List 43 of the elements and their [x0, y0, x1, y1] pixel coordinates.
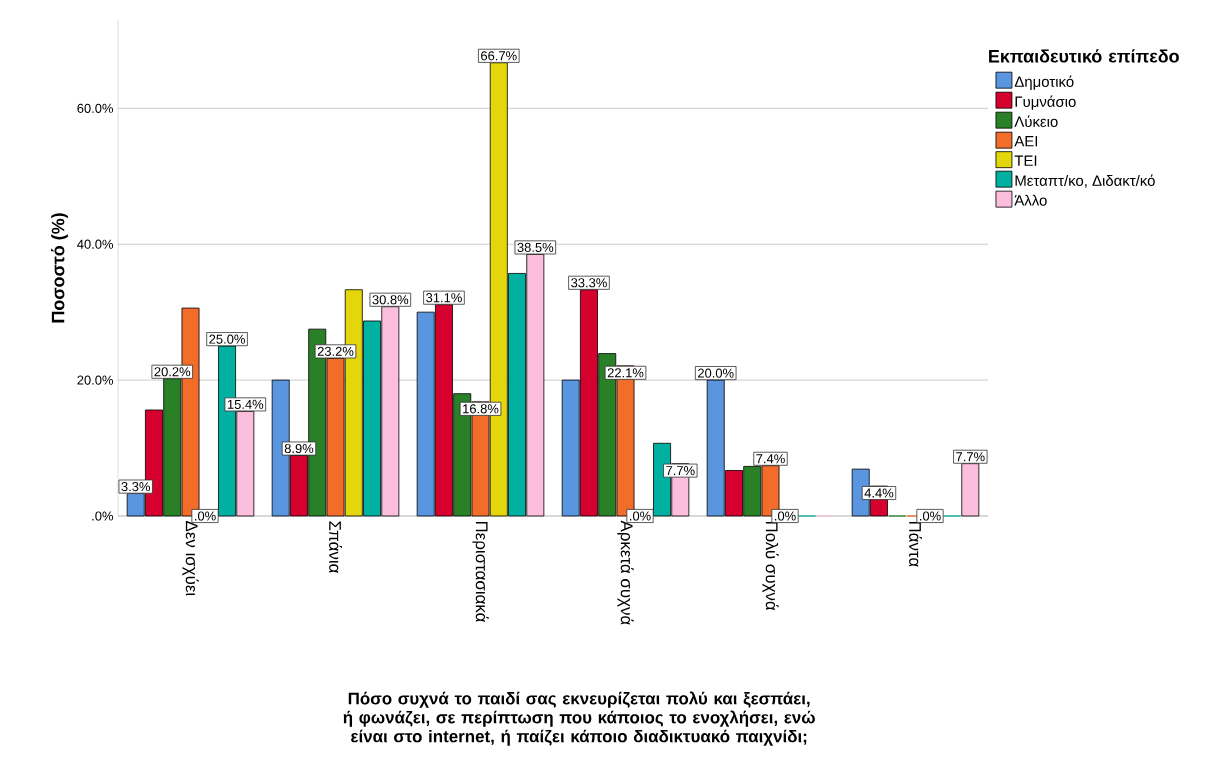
data-label: 30.8%: [372, 295, 409, 305]
x-tick-label: Περιστασιακά: [472, 521, 489, 622]
data-label: 22.1%: [607, 368, 644, 378]
data-label: 20.2%: [154, 367, 191, 377]
legend-label: Γυμνάσιο: [1015, 95, 1076, 110]
y-tick-label: 40.0%: [77, 239, 114, 249]
legend-label: Δημοτικό: [1014, 75, 1074, 90]
legend-label: ΤΕΙ: [1014, 155, 1037, 166]
annotation: .0%: [195, 511, 216, 521]
bar: [961, 463, 980, 517]
data-label: 33.3%: [571, 278, 607, 288]
data-label: 38.5%: [517, 242, 554, 252]
annotation: .0%: [920, 511, 941, 521]
data-label: 23.2%: [317, 346, 354, 356]
x-tick-label: Πολύ συχνά: [762, 521, 779, 611]
annotation: .0%: [630, 511, 651, 521]
legend-label: Μεταπτ/κο, Διδακτ/κό: [1015, 174, 1155, 188]
data-label: 7.4%: [756, 454, 785, 464]
data-label: 20.0%: [697, 368, 734, 378]
x-tick-label: Πάντα: [909, 521, 922, 567]
legend-label: Λύκειο: [1014, 115, 1058, 127]
data-label: 3.3%: [121, 481, 150, 492]
data-label: 31.1%: [426, 293, 462, 303]
legend-label: ΑΕΙ: [1014, 136, 1038, 147]
y-axis-title: Ποσοστό (%): [51, 213, 68, 323]
data-label: 16.8%: [463, 404, 499, 414]
data-label: 7.7%: [666, 466, 695, 476]
legend-title: Εκπαιδευτικό επίπεδο: [989, 49, 1179, 63]
x-tick-label: Αρκετά συχνά: [617, 520, 634, 625]
data-label: 7.7%: [956, 452, 985, 462]
y-tick-label: 60.0%: [77, 103, 114, 113]
data-label: 4.4%: [864, 488, 894, 498]
data-label: 8.9%: [284, 443, 314, 454]
y-tick-label: 20.0%: [77, 375, 114, 385]
data-label: 25.0%: [209, 334, 245, 344]
y-tick-label: .0%: [92, 511, 114, 521]
annotation: .0%: [775, 511, 796, 521]
x-tick-label: Δεν ισχύει: [182, 521, 199, 596]
data-label: 15.4%: [227, 399, 264, 409]
x-tick-label: Σπάνια: [329, 521, 342, 573]
legend-label: Άλλο: [1014, 194, 1047, 206]
x-axis-title: Πόσο συχνά το παιδί σας εκνευρίζεται πολύ και ξεσπάει, ή φωνάζει, σε περίπτωση που κάποιος το ενοχλήσει, ενώ είναι στο internet, ή παίζει κάποιο διαδικτυακό παιχνίδι;: [343, 691, 815, 746]
data-label: 66.7%: [481, 51, 517, 61]
